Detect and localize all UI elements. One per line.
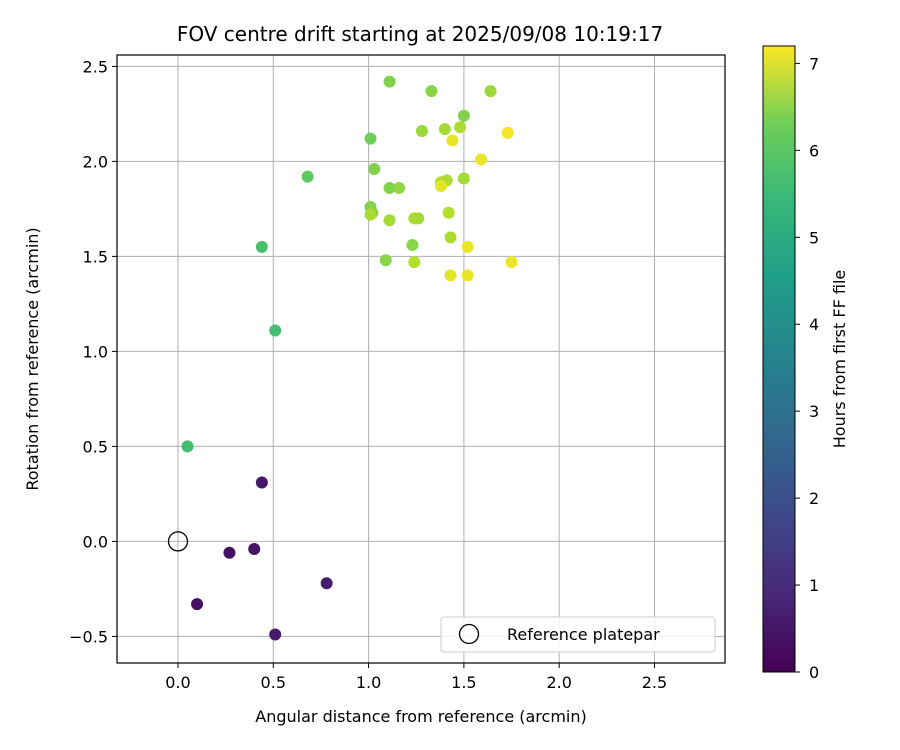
data-point (368, 163, 381, 175)
x-tick-label: 1.0 (356, 673, 381, 692)
x-tick-label: 1.5 (451, 673, 476, 692)
colorbar-tick-label: 3 (809, 402, 819, 421)
x-axis-ticks: 0.0 0.5 1.0 1.5 2.0 2.5 (165, 663, 667, 692)
data-point (383, 214, 396, 227)
chart-title: FOV centre drift starting at 2025/09/08 … (177, 22, 663, 46)
data-point (461, 269, 474, 282)
data-point (446, 134, 459, 147)
data-point (438, 123, 451, 136)
y-axis-label: Rotation from reference (arcmin) (23, 227, 42, 490)
data-point (301, 170, 314, 183)
y-axis-ticks: −0.5 0.0 0.5 1.0 1.5 2.0 2.5 (69, 57, 117, 646)
colorbar-gradient (762, 45, 796, 673)
reference-marker-layer (167, 531, 189, 552)
data-point (269, 628, 282, 641)
plot-frame (116, 54, 726, 664)
data-point (364, 132, 377, 145)
data-point (501, 126, 514, 139)
x-axis-label: Angular distance from reference (arcmin) (255, 707, 586, 726)
y-tick-label: 2.0 (83, 152, 108, 171)
data-point (454, 121, 467, 134)
data-point (457, 109, 470, 122)
y-tick-label: 1.5 (83, 247, 108, 266)
legend: Reference platepar (440, 616, 716, 653)
x-tick-label: 2.5 (642, 673, 667, 692)
legend-label: Reference platepar (507, 625, 660, 644)
data-point (442, 206, 455, 219)
colorbar-ticks: 0 1 2 3 4 5 6 7 (795, 54, 819, 682)
colorbar-tick-label: 1 (809, 576, 819, 595)
data-point (248, 543, 261, 555)
colorbar-tick-label: 6 (809, 141, 819, 160)
data-point (383, 182, 396, 194)
data-point (461, 240, 474, 253)
data-point (475, 153, 488, 166)
reference-platepar-marker (167, 531, 189, 552)
legend-reference-marker (458, 623, 480, 645)
data-point (255, 240, 268, 253)
y-tick-label: 0.0 (83, 532, 108, 551)
grid (117, 55, 725, 663)
data-point (505, 256, 518, 269)
data-point (444, 231, 457, 244)
data-point (408, 256, 421, 269)
legend-box (440, 616, 716, 653)
data-points (181, 75, 518, 641)
data-point (412, 212, 425, 225)
colorbar-label: Hours from first FF file (830, 270, 849, 449)
colorbar-tick-label: 2 (809, 489, 819, 508)
data-point (406, 239, 419, 251)
colorbar-tick-label: 0 (809, 663, 819, 682)
data-point (181, 440, 194, 453)
data-point (364, 208, 377, 221)
data-point (457, 172, 470, 185)
colorbar-tick-label: 7 (809, 54, 819, 73)
data-point (484, 85, 497, 98)
y-tick-label: 0.5 (83, 437, 108, 456)
data-point (269, 324, 282, 337)
colorbar-tick-label: 4 (809, 315, 819, 334)
data-point (379, 254, 392, 267)
data-point (435, 180, 448, 193)
data-point (255, 476, 268, 489)
data-point (393, 182, 406, 194)
y-tick-label: 2.5 (83, 57, 108, 76)
y-tick-label: −0.5 (69, 627, 108, 646)
x-tick-label: 0.5 (261, 673, 286, 692)
data-point (425, 85, 438, 98)
data-point (444, 269, 457, 282)
data-point (223, 546, 236, 559)
data-point (320, 577, 333, 590)
x-tick-label: 0.0 (165, 673, 190, 692)
data-point (383, 75, 396, 88)
colorbar: 0 1 2 3 4 5 6 7 Hours from first FF file (762, 45, 849, 682)
data-point (191, 598, 204, 611)
data-point (415, 125, 428, 137)
x-tick-label: 2.0 (546, 673, 571, 692)
y-tick-label: 1.0 (83, 342, 108, 361)
colorbar-tick-label: 5 (809, 228, 819, 247)
